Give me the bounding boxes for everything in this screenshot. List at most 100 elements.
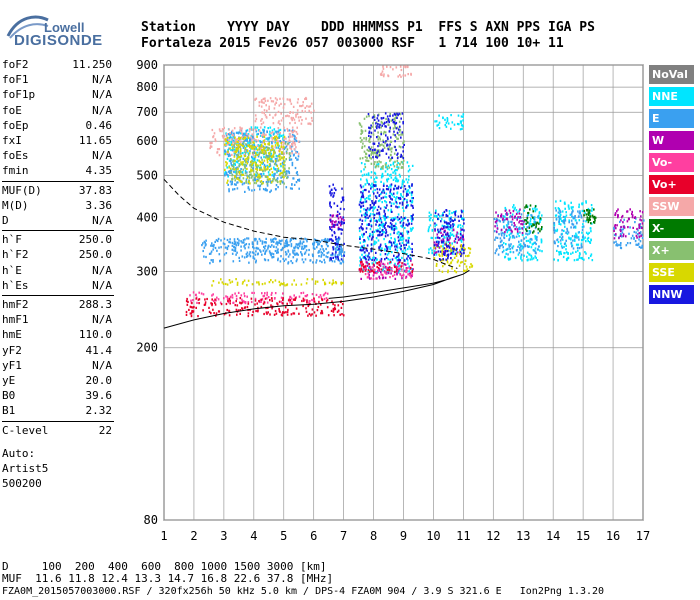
echo-point [292, 298, 295, 301]
echo-point [373, 118, 376, 121]
echo-point [246, 295, 248, 298]
echo-point [359, 236, 361, 239]
echo-point [267, 142, 269, 146]
echo-point [361, 157, 364, 160]
param-label: h`Es [2, 278, 29, 292]
echo-point [373, 192, 375, 195]
echo-point [622, 233, 625, 236]
echo-point [340, 251, 342, 254]
echo-point [263, 159, 266, 162]
echo-point [381, 172, 384, 175]
echo-point [331, 234, 334, 237]
echo-point [589, 218, 591, 221]
echo-point [370, 153, 373, 156]
echo-point [255, 97, 258, 100]
echo-point [319, 240, 321, 243]
echo-point [295, 146, 297, 149]
echo-point [395, 66, 398, 69]
echo-point [559, 250, 562, 253]
echo-point [386, 136, 389, 139]
echo-point [294, 166, 297, 170]
echo-point [453, 240, 456, 243]
echo-point [384, 200, 386, 203]
echo-point [304, 258, 307, 261]
echo-point [266, 158, 268, 161]
echo-point [226, 297, 229, 301]
echo-point [372, 122, 374, 125]
echo-point [396, 131, 399, 134]
echo-point [264, 297, 267, 300]
echo-point [340, 306, 343, 309]
echo-point [398, 271, 400, 274]
echo-point [408, 175, 410, 178]
echo-point [257, 281, 260, 284]
echo-point [526, 233, 529, 236]
echo-point [375, 155, 377, 158]
echo-point [502, 246, 504, 249]
param-value: N/A [92, 358, 112, 372]
echo-point [276, 130, 278, 133]
echo-point [228, 279, 231, 282]
echo-point [566, 229, 569, 232]
echo-point [638, 226, 640, 229]
param-label: foEp [2, 118, 29, 132]
echo-point [377, 269, 380, 272]
echo-point [411, 215, 413, 218]
echo-point [530, 254, 533, 257]
echo-point [387, 225, 389, 228]
echo-point [259, 188, 261, 191]
echo-point [276, 157, 278, 160]
echo-point [434, 236, 437, 240]
echo-point [450, 224, 452, 227]
echo-point [368, 183, 370, 186]
echo-point [394, 248, 397, 251]
echo-point [377, 131, 379, 134]
echo-point [373, 271, 375, 274]
echo-point [621, 214, 624, 218]
echo-point [368, 140, 370, 143]
echo-point [374, 129, 376, 132]
echo-point [620, 247, 623, 250]
echo-point [519, 245, 522, 248]
echo-point [224, 143, 226, 146]
echo-point [618, 243, 620, 246]
echo-point [343, 221, 345, 224]
series-ssw [209, 65, 412, 157]
echo-point [298, 295, 301, 298]
echo-point [362, 190, 364, 193]
echo-point [534, 241, 536, 244]
echo-point [273, 297, 276, 300]
echo-point [458, 219, 460, 222]
echo-point [279, 158, 282, 161]
echo-point [429, 247, 432, 250]
echo-point [387, 209, 390, 212]
echo-point [531, 258, 533, 261]
echo-point [238, 256, 240, 259]
echo-point [210, 252, 212, 255]
legend-item: X+ [649, 241, 694, 260]
echo-point [261, 175, 263, 178]
echo-point [226, 151, 228, 154]
x-tick-label: 2 [190, 529, 197, 543]
echo-point [227, 148, 229, 152]
echo-point [289, 295, 291, 299]
echo-point [271, 145, 274, 148]
echo-point [457, 114, 460, 117]
echo-point [360, 246, 362, 249]
echo-point [369, 198, 371, 201]
echo-point [498, 244, 500, 247]
echo-point [263, 109, 266, 112]
echo-point [401, 234, 404, 237]
echo-point [296, 112, 299, 116]
echo-point [291, 152, 293, 155]
echo-point [322, 248, 324, 251]
echo-point [248, 141, 251, 144]
echo-point [364, 251, 366, 254]
echo-point [575, 222, 578, 225]
y-tick-label: 900 [136, 58, 158, 72]
echo-point [528, 245, 530, 248]
echo-point [238, 145, 240, 148]
echo-point [367, 159, 370, 162]
echo-point [367, 223, 370, 226]
param-label: foF1p [2, 88, 36, 102]
